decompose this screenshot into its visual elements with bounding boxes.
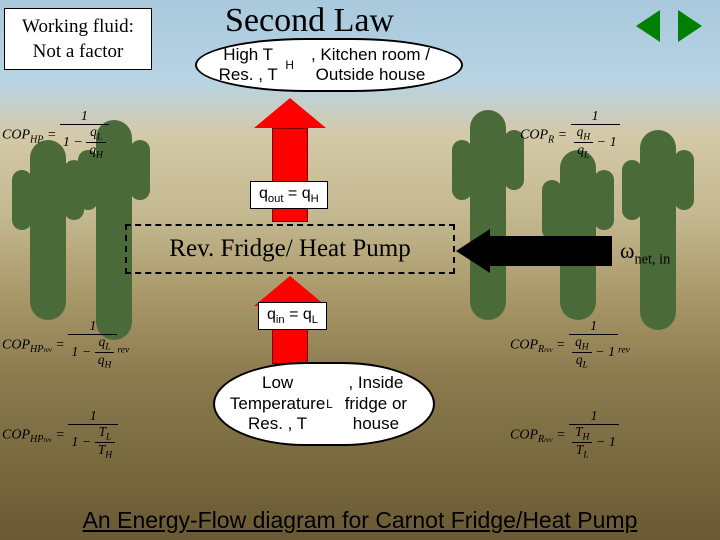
wnet-label: ωnet, in (620, 238, 670, 268)
cactus-icon (30, 140, 66, 320)
slide: Second Law Working fluid: Not a factor H… (0, 0, 720, 540)
cactus-icon (640, 130, 676, 330)
formula-r: COPR = 1qHqL − 1 (520, 110, 620, 160)
note-line1: Working fluid: (5, 15, 151, 40)
caption: An Energy-Flow diagram for Carnot Fridge… (0, 507, 720, 534)
qout-arrowhead-icon (254, 98, 326, 128)
low-temp-reservoir: Low Temperature Res. , TL, Inside fridge… (213, 362, 435, 446)
note-line2: Not a factor (5, 40, 151, 65)
high-temp-reservoir: High T Res. , TH, Kitchen room / Outside… (195, 38, 463, 92)
cactus-icon (560, 150, 596, 320)
formula-hp_rev_T: COPHPrev = 11 − TLTH (2, 410, 118, 460)
system-label: Rev. Fridge/ Heat Pump (169, 235, 410, 263)
formula-r_rev_q: COPRrev = 1qHqL − 1rev (510, 320, 630, 370)
system-box: Rev. Fridge/ Heat Pump (125, 224, 455, 274)
win-arrow-body (490, 236, 612, 266)
page-title: Second Law (225, 2, 394, 40)
win-arrowhead-icon (456, 229, 490, 273)
formula-hp: COPHP = 11 − qLqH (2, 110, 109, 160)
working-fluid-note: Working fluid: Not a factor (4, 8, 152, 70)
qout-label: qout = qH (250, 181, 328, 209)
formula-hp_rev_q: COPHPrev = 11 − qLqHrev (2, 320, 129, 370)
formula-r_rev_T: COPRrev = 1THTL − 1 (510, 410, 619, 460)
prev-icon[interactable] (636, 10, 660, 42)
next-icon[interactable] (678, 10, 702, 42)
qin-label: qin = qL (258, 302, 327, 330)
cactus-icon (470, 110, 506, 320)
